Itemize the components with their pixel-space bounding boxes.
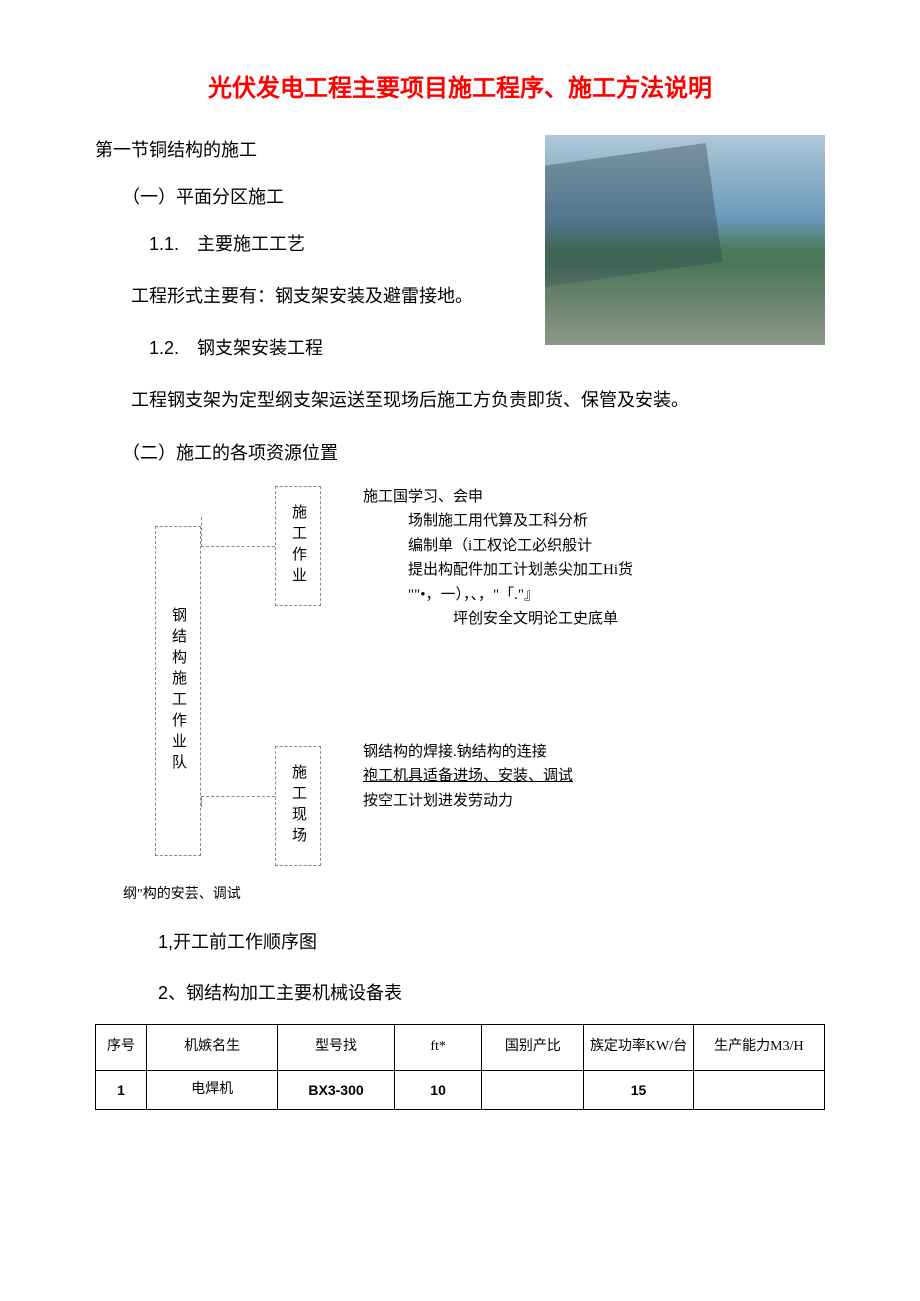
diagram-box-main: 钢结构施工作业队 xyxy=(155,526,201,856)
td-cap xyxy=(693,1070,824,1109)
subheading-2: （二）施工的各项资源位置 xyxy=(95,439,825,468)
td-country xyxy=(482,1070,584,1109)
table-header-row: 序号 机嫉名生 型号找 ft* 国别产比 族定功率KW/台 生产能力M3/H xyxy=(96,1024,825,1070)
diagram-text-column: 施工国学习、会申 场制施工用代算及工科分析 编制单（i工权论工必织般计 提出构配… xyxy=(363,486,825,876)
diagram-text-4: 提出构配件加工计划恙尖加工Hi货 xyxy=(363,559,825,582)
list-heading-2: 2、钢结构加工主要机械设备表 xyxy=(95,979,825,1008)
diagram-box-bottom: 施工现场 xyxy=(275,746,321,866)
diagram-text-8: 袍工机具适备进场、安装、调试 xyxy=(363,765,825,788)
paragraph-2: 工程钢支架为定型纲支架运送至现场后施工方负责即货、保管及安装。 xyxy=(95,381,825,421)
table-row: 1 电焊机 BX3-300 10 15 xyxy=(96,1070,825,1109)
td-ft: 10 xyxy=(394,1070,481,1109)
diagram-box-top: 施工作业 xyxy=(275,486,321,606)
th-seq: 序号 xyxy=(96,1024,147,1070)
th-cap: 生产能力M3/H xyxy=(693,1024,824,1070)
equipment-table: 序号 机嫉名生 型号找 ft* 国别产比 族定功率KW/台 生产能力M3/H 1… xyxy=(95,1024,825,1110)
diagram-text-6: 坪创安全文明论工史底单 xyxy=(363,608,825,631)
connector-line-1 xyxy=(201,546,275,547)
th-country: 国别产比 xyxy=(482,1024,584,1070)
diagram-text-7: 钢结构的焊接.钠结构的连接 xyxy=(363,741,825,764)
diagram-text-9: 按空工计划进发劳动力 xyxy=(363,790,825,813)
construction-photo xyxy=(545,135,825,345)
diagram-text-2: 场制施工用代算及工科分析 xyxy=(363,510,825,533)
diagram-text-1: 施工国学习、会申 xyxy=(363,486,825,509)
diagram-boxes: 钢结构施工作业队 施工作业 施工现场 xyxy=(155,486,345,876)
workflow-diagram: 钢结构施工作业队 施工作业 施工现场 施工国学习、会申 场制施工用代算及工科分析… xyxy=(155,486,825,876)
connector-line-2 xyxy=(201,796,275,797)
td-name: 电焊机 xyxy=(147,1070,278,1109)
list-heading-1: 1,开工前工作顺序图 xyxy=(95,928,825,957)
diagram-text-5: ""•，一），、，"「."』 xyxy=(363,584,825,607)
td-model: BX3-300 xyxy=(278,1070,395,1109)
td-seq: 1 xyxy=(96,1070,147,1109)
td-power: 15 xyxy=(584,1070,693,1109)
th-model: 型号找 xyxy=(278,1024,395,1070)
th-ft: ft* xyxy=(394,1024,481,1070)
th-power: 族定功率KW/台 xyxy=(584,1024,693,1070)
page-title: 光伏发电工程主要项目施工程序、施工方法说明 xyxy=(95,70,825,108)
th-name: 机嫉名生 xyxy=(147,1024,278,1070)
content-block-1: （一）平面分区施工 1.1. 主要施工工艺 工程形式主要有：钢支架安装及避雷接地… xyxy=(95,183,825,439)
diagram-footnote: 纲"构的安芸、调试 xyxy=(123,884,825,906)
diagram-text-3: 编制单（i工权论工必织般计 xyxy=(363,535,825,558)
